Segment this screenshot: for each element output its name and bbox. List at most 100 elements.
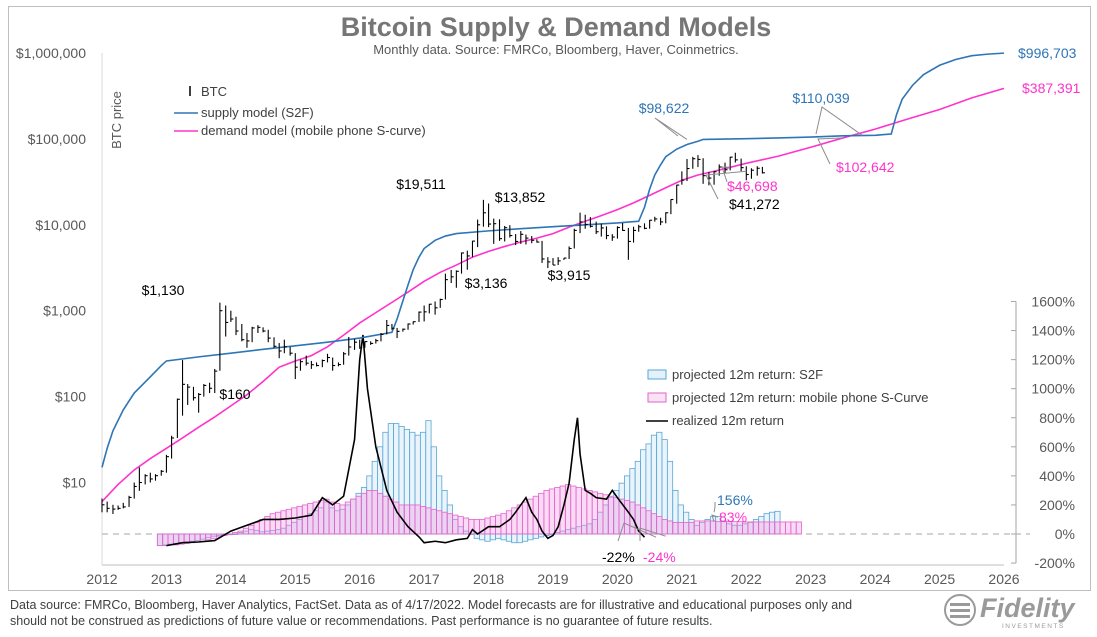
realized-return-layer [166, 334, 646, 547]
price-annotation: $19,511 [396, 176, 446, 192]
price-annotation: $1,130 [142, 282, 185, 298]
y2-tick-label: 1000% [1031, 381, 1075, 397]
annotation-leader-line [817, 137, 843, 165]
bar-demand-return [564, 484, 572, 535]
x-tick-label: 2018 [473, 571, 504, 587]
bar-demand-return [452, 514, 459, 535]
x-tick-label: 2022 [731, 571, 762, 587]
bar-demand-return [704, 520, 711, 535]
bar-demand-return [382, 495, 389, 535]
chart-title: Bitcoin Supply & Demand Models [341, 12, 772, 42]
annotation-leader-line [654, 117, 688, 140]
y-tick-label: $10 [63, 475, 87, 491]
bar-demand-return [242, 527, 249, 535]
price-annotation: $41,272 [729, 196, 780, 212]
bar-s2f-return [495, 533, 502, 539]
bar-demand-return [328, 501, 335, 535]
y-tick-label: $1,000,000 [16, 45, 86, 61]
supply-model-line [101, 52, 1005, 468]
x-tick-label: 2012 [86, 571, 117, 587]
legend-top: BTC supply model (S2F) demand model (mob… [174, 84, 426, 138]
bar-s2f-return [538, 533, 545, 538]
bar-demand-return [650, 513, 657, 535]
bar-demand-return [425, 507, 432, 535]
bar-demand-return [355, 495, 362, 535]
legend-btc-label: BTC [201, 84, 227, 99]
y-tick-label: $100 [55, 389, 86, 405]
return-annotation: 83% [719, 509, 747, 525]
bar-demand-return [624, 500, 631, 535]
bar-demand-return [688, 521, 695, 535]
bar-demand-return [795, 521, 802, 535]
bar-demand-return [339, 504, 346, 535]
y2-tick-label: 1400% [1031, 323, 1075, 339]
bar-demand-return [597, 492, 604, 535]
bar-s2f-return [532, 533, 539, 539]
legend-demand-label: demand model (mobile phone S-curve) [201, 123, 426, 138]
bar-demand-return [666, 520, 674, 535]
bar-demand-return [226, 533, 233, 535]
x-tick-label: 2015 [280, 571, 311, 587]
bar-demand-return [790, 521, 797, 535]
x-tick-label: 2021 [666, 571, 697, 587]
price-annotation: $387,391 [1022, 80, 1081, 96]
legend-bottom: projected 12m return: S2F projected 12m … [646, 367, 929, 428]
bar-demand-return [318, 500, 325, 535]
bar-demand-return [275, 511, 282, 535]
annotation-leader-line [815, 106, 863, 136]
bar-demand-return [436, 510, 443, 535]
bar-demand-return [693, 520, 700, 535]
bar-demand-return [350, 498, 357, 535]
annotation-leader-line [617, 522, 657, 542]
demand-model-line [101, 87, 1005, 503]
bar-demand-return [366, 490, 373, 535]
bar-demand-return [194, 533, 201, 543]
bar-s2f-return [522, 533, 529, 542]
price-annotation: $3,915 [548, 267, 591, 283]
btc-price-layer [101, 152, 765, 514]
x-tick-label: 2023 [795, 571, 826, 587]
y-tick-label: $1,000 [43, 303, 86, 319]
x-tick-label: 2025 [924, 571, 955, 587]
bar-demand-return [199, 533, 206, 542]
return-annotation: -24% [643, 549, 676, 565]
bar-demand-return [769, 521, 776, 535]
bar-demand-return [607, 495, 615, 535]
bar-demand-return [441, 511, 448, 535]
bar-demand-return [683, 521, 690, 535]
price-annotation: $102,642 [836, 159, 895, 175]
x-tick-label: 2013 [151, 571, 182, 587]
bar-demand-return [677, 521, 684, 535]
x-tick-label: 2026 [988, 571, 1019, 587]
bar-demand-return [586, 490, 593, 535]
bar-demand-return [258, 519, 266, 535]
bar-demand-return [430, 508, 437, 535]
bar-s2f-return [516, 533, 523, 544]
bar-demand-return [377, 492, 384, 535]
bar-demand-return [420, 505, 427, 535]
bar-demand-return [457, 516, 464, 535]
bar-demand-return [269, 513, 276, 535]
annotation-leader-line [713, 502, 716, 513]
annotation-leader-line [705, 170, 747, 200]
bar-demand-return [334, 503, 341, 535]
bar-demand-return [661, 519, 668, 535]
footer-disclaimer: Data source: FMRCo, Bloomberg, Haver Ana… [10, 597, 910, 629]
axes-layer: $10 $100 $1,000 $10,000 $100,000 $1,000,000 20… [16, 45, 1075, 587]
bar-demand-return [709, 520, 717, 535]
bar-demand-return [162, 533, 169, 547]
bar-demand-return [280, 510, 287, 535]
fidelity-logo: Fidelity INVESTMENTS [944, 593, 1076, 630]
legend-bar-demand-swatch [647, 392, 667, 403]
bar-demand-return [785, 521, 792, 535]
bar-demand-return [747, 521, 754, 535]
annotation-leader-line [711, 514, 719, 523]
bar-demand-return [403, 504, 411, 535]
bar-s2f-return [505, 533, 513, 542]
x-tick-label: 2017 [409, 571, 440, 587]
y2-tick-label: 600% [1039, 439, 1075, 455]
bar-demand-return [285, 508, 292, 535]
footer-line-1: Data source: FMRCo, Bloomberg, Haver Ana… [10, 598, 853, 612]
price-annotation: $160 [219, 386, 250, 402]
fidelity-wordmark: Fidelity [980, 593, 1076, 623]
